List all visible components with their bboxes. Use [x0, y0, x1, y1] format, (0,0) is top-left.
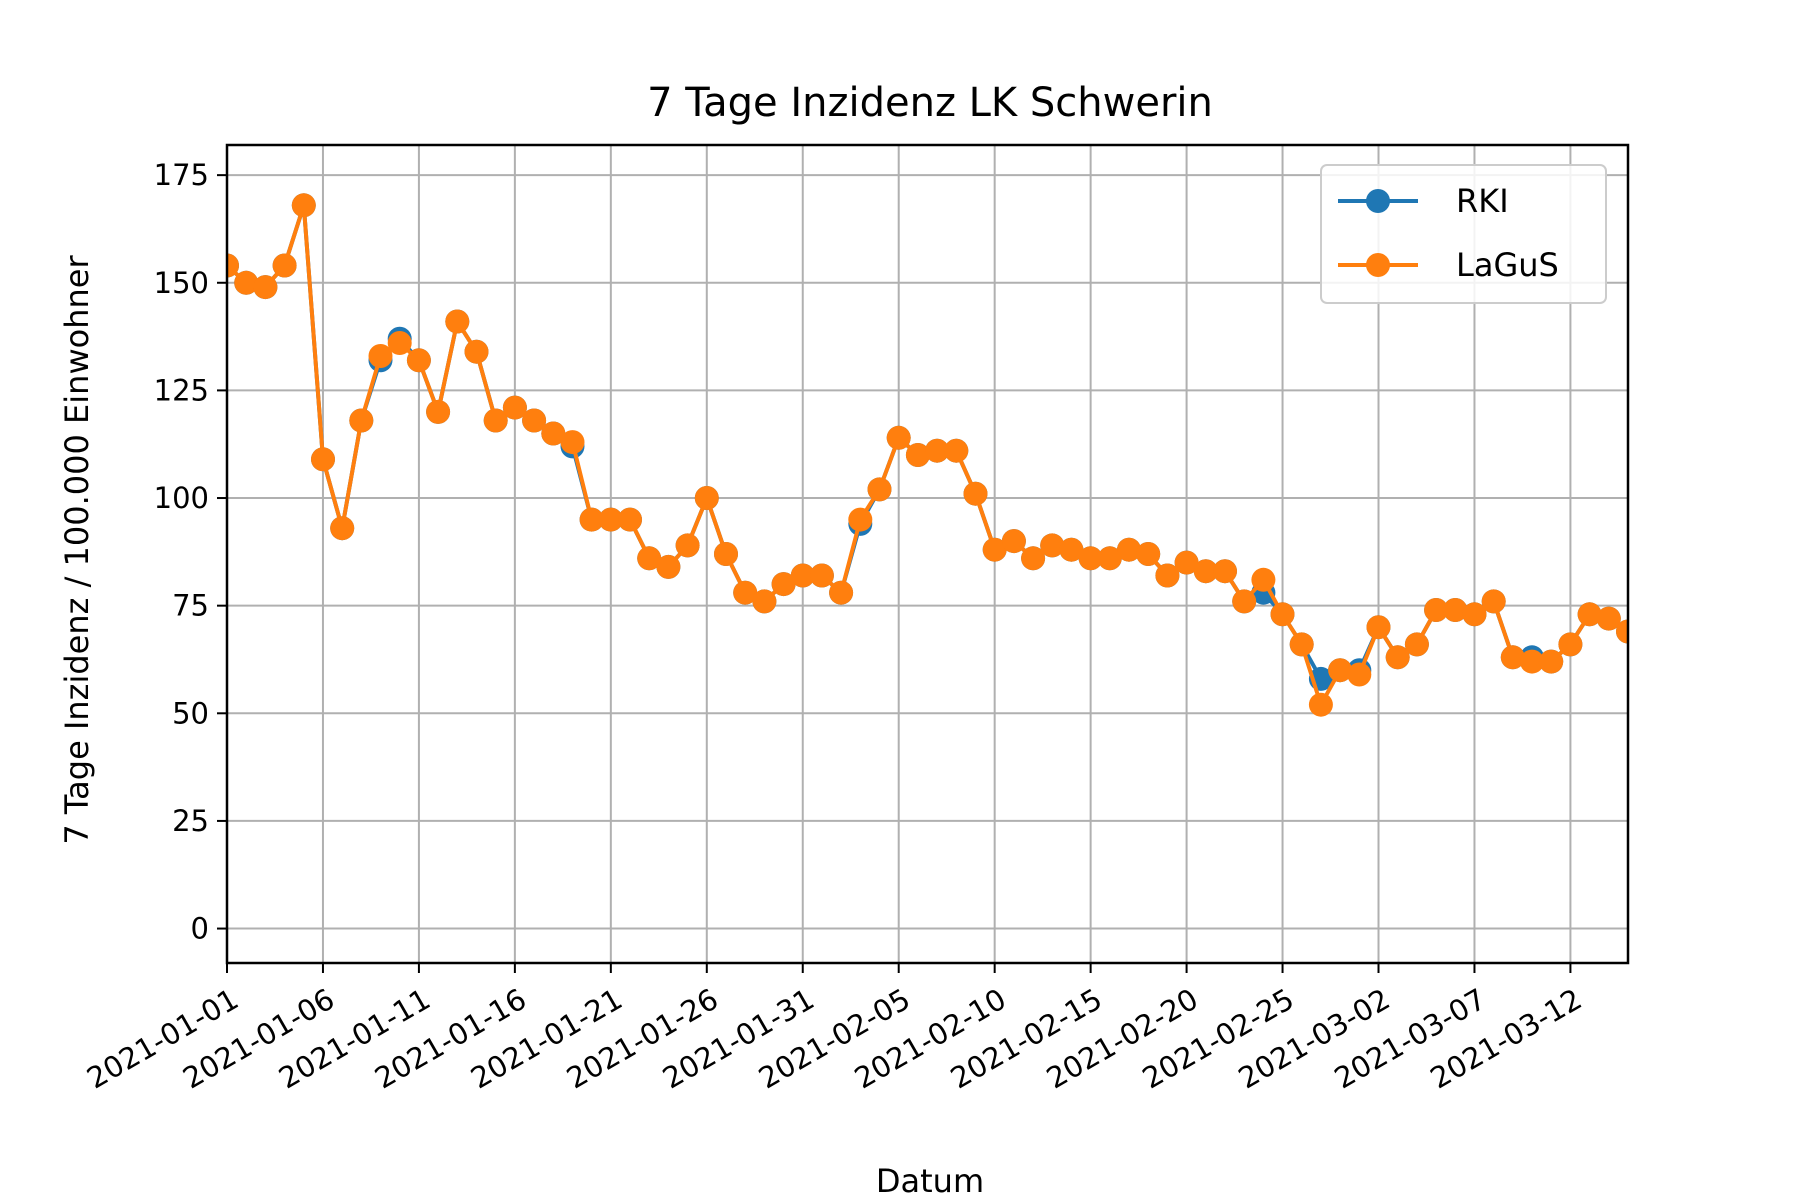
y-axis: 0 25 50 75 100 125 150 175	[154, 158, 227, 946]
data-point-lagus	[1385, 645, 1410, 670]
y-tick-label: 100	[154, 481, 209, 515]
data-point-lagus	[656, 554, 681, 579]
data-point-lagus	[752, 589, 777, 614]
data-point-lagus	[733, 580, 758, 605]
series-layer	[227, 193, 1628, 717]
data-point-lagus	[598, 507, 623, 532]
data-point-lagus	[1558, 632, 1583, 657]
y-axis-title: 7 Tage Inzidenz / 100.000 Einwohner	[58, 255, 96, 845]
legend-label-lagus: LaGuS	[1456, 246, 1559, 284]
data-point-lagus	[1443, 598, 1468, 622]
data-point-lagus	[1539, 649, 1564, 674]
data-point-lagus	[867, 477, 892, 502]
data-point-lagus	[1213, 559, 1237, 584]
data-point-lagus	[1193, 559, 1218, 584]
data-point-lagus	[1289, 632, 1314, 657]
data-point-lagus	[1078, 546, 1103, 571]
data-point-lagus	[771, 572, 796, 597]
legend: RKI LaGuS	[1320, 164, 1607, 304]
y-tick-label: 25	[172, 804, 209, 838]
data-point-lagus	[368, 344, 393, 368]
data-point-lagus	[579, 507, 604, 532]
data-point-lagus	[272, 253, 297, 278]
data-point-lagus	[1462, 602, 1487, 627]
data-point-lagus	[445, 309, 470, 334]
data-point-lagus	[944, 438, 969, 463]
legend-marker-lagus	[1366, 253, 1390, 277]
data-point-lagus	[311, 447, 335, 472]
data-point-lagus	[675, 533, 700, 558]
data-point-lagus	[227, 253, 239, 278]
data-point-lagus	[330, 516, 355, 541]
data-point-lagus	[253, 275, 278, 300]
x-axis-title: Datum	[876, 1162, 984, 1200]
data-point-lagus	[1616, 619, 1628, 644]
series-lagus	[227, 193, 1628, 717]
chart-title: 7 Tage Inzidenz LK Schwerin	[647, 80, 1213, 126]
data-point-lagus	[1270, 602, 1295, 627]
data-point-lagus	[1059, 537, 1084, 562]
data-point-lagus	[1577, 602, 1602, 627]
data-point-lagus	[1136, 542, 1161, 566]
data-point-lagus	[1520, 649, 1544, 674]
data-point-lagus	[541, 421, 566, 446]
data-point-lagus	[1347, 662, 1372, 687]
data-point-lagus	[464, 339, 489, 364]
data-point-lagus	[714, 542, 738, 566]
data-point-lagus	[905, 443, 930, 467]
data-point-lagus	[1404, 632, 1429, 657]
legend-label-rki: RKI	[1456, 182, 1509, 220]
data-point-lagus	[522, 408, 547, 433]
data-point-lagus	[1232, 589, 1257, 614]
y-tick-label: 0	[191, 912, 209, 946]
data-point-lagus	[406, 348, 431, 373]
y-tick-label: 125	[154, 373, 209, 407]
plot-frame	[225, 143, 1630, 965]
data-point-lagus	[1097, 546, 1122, 571]
y-tick-label: 150	[154, 266, 209, 300]
data-point-lagus	[234, 270, 259, 295]
data-point-lagus	[1001, 529, 1026, 554]
data-point-lagus	[1481, 589, 1506, 614]
data-point-lagus	[349, 408, 374, 433]
data-point-lagus	[1251, 567, 1276, 592]
data-point-lagus	[426, 399, 451, 424]
data-point-lagus	[1117, 537, 1141, 562]
data-point-lagus	[1308, 692, 1333, 717]
data-point-lagus	[1040, 533, 1065, 558]
data-point-lagus	[1155, 563, 1180, 588]
y-tick-label: 50	[172, 696, 209, 730]
data-point-lagus	[1424, 598, 1449, 622]
data-point-lagus	[1328, 658, 1353, 683]
data-point-lagus	[387, 331, 412, 355]
y-tick-label: 75	[172, 589, 209, 623]
data-point-lagus	[1596, 606, 1621, 631]
data-point-lagus	[886, 425, 911, 450]
data-point-lagus	[790, 563, 815, 588]
data-point-lagus	[694, 486, 719, 510]
data-point-lagus	[963, 481, 988, 506]
data-point-lagus	[809, 563, 834, 588]
data-point-lagus	[1174, 550, 1199, 575]
data-point-lagus	[502, 395, 527, 420]
data-point-lagus	[483, 408, 508, 433]
data-point-lagus	[982, 537, 1007, 562]
data-point-lagus	[1500, 645, 1525, 670]
data-point-lagus	[291, 193, 316, 218]
data-point-lagus	[618, 507, 642, 532]
data-point-lagus	[560, 430, 585, 455]
data-point-lagus	[1366, 615, 1391, 640]
data-point-lagus	[637, 546, 662, 571]
data-point-lagus	[1021, 546, 1046, 571]
data-point-lagus	[848, 507, 873, 532]
data-point-lagus	[829, 580, 854, 605]
data-point-lagus	[925, 438, 950, 463]
y-tick-label: 175	[154, 158, 209, 192]
legend-marker-rki	[1366, 189, 1390, 213]
